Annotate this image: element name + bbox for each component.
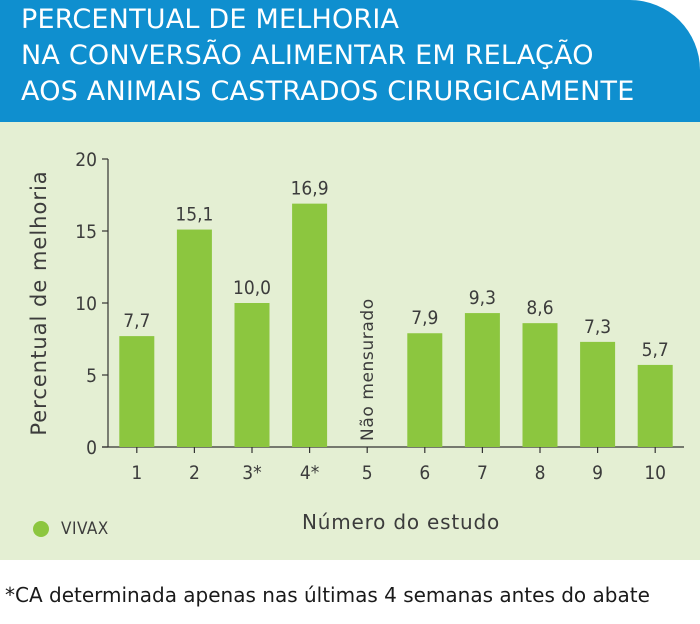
x-tick-label: 8 — [535, 462, 546, 484]
x-tick-label: 4* — [300, 462, 320, 484]
chart-title-line-3: AOS ANIMAIS CASTRADOS CIRURGICAMENTE — [21, 76, 635, 107]
x-tick-label: 10 — [644, 462, 666, 484]
not-measured-label: Não mensurado — [358, 298, 378, 441]
x-tick-label: 6 — [419, 462, 430, 484]
x-tick-label: 7 — [477, 462, 488, 484]
x-axis-title: Número do estudo — [302, 510, 500, 534]
x-tick-label: 5 — [362, 462, 373, 484]
x-tick-label: 3* — [242, 462, 262, 484]
y-tick-label: 10 — [75, 293, 97, 315]
bar-value-label: 7,3 — [584, 316, 611, 338]
x-tick-label: 9 — [592, 462, 603, 484]
bar — [637, 364, 673, 447]
bar-value-label: 15,1 — [175, 204, 213, 226]
y-tick-label: 5 — [86, 365, 97, 387]
y-tick-label: 0 — [86, 437, 97, 459]
bar-value-label: 10,0 — [233, 277, 271, 299]
bar-value-label: 8,6 — [526, 297, 553, 319]
bar — [234, 303, 270, 447]
legend-label-vivax: VIVAX — [61, 519, 109, 539]
bar — [176, 229, 212, 447]
x-tick-label: 2 — [189, 462, 200, 484]
chart-title-banner: PERCENTUAL DE MELHORIA NA CONVERSÃO ALIM… — [0, 0, 700, 122]
chart-title-line-1: PERCENTUAL DE MELHORIA — [21, 4, 400, 35]
bar-value-label: 5,7 — [642, 339, 669, 361]
bar-value-label: 9,3 — [469, 287, 496, 309]
bar-value-label: 16,9 — [291, 178, 329, 200]
y-axis-title: Percentual de melhoria — [27, 170, 51, 435]
y-tick-label: 15 — [75, 221, 97, 243]
chart-title-line-2: NA CONVERSÃO ALIMENTAR EM RELAÇÃO — [21, 40, 594, 71]
bar — [464, 313, 500, 447]
x-tick-label: 1 — [131, 462, 142, 484]
chart-panel — [0, 122, 700, 560]
legend-marker-vivax — [33, 521, 49, 537]
y-tick-label: 20 — [75, 149, 97, 171]
bar — [119, 336, 155, 447]
bar — [522, 323, 558, 447]
bar-value-label: 7,7 — [123, 310, 150, 332]
bar — [292, 203, 328, 447]
bar-chart: 0 5 10 15 20 Percentual de melhoria 1 7,7 2 15,1 3… — [27, 149, 684, 534]
bar — [580, 341, 616, 447]
footnote: *CA determinada apenas nas últimas 4 sem… — [5, 583, 650, 607]
bar-value-label: 7,9 — [411, 307, 438, 329]
bar — [407, 333, 443, 447]
legend: VIVAX — [33, 519, 109, 539]
